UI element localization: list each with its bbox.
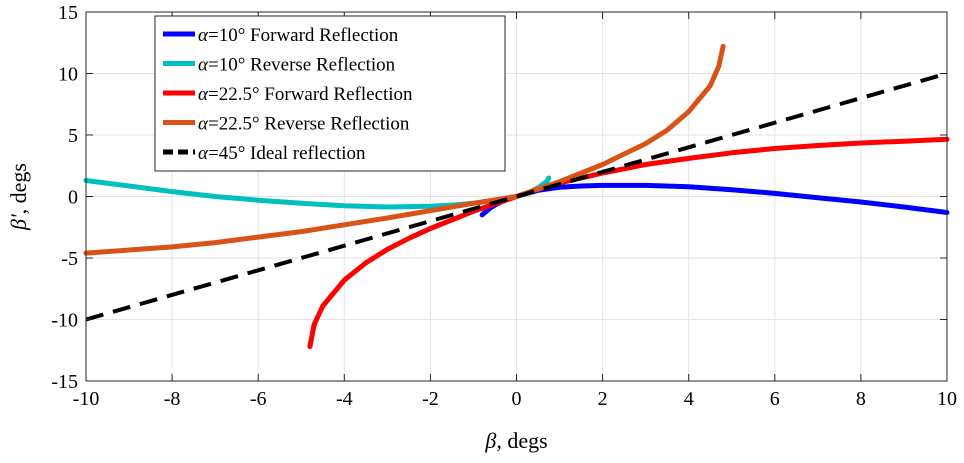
legend-box (154, 15, 506, 172)
y-tick-label: 0 (68, 187, 78, 209)
x-tick-label: -8 (164, 388, 181, 410)
legend-label: α=22.5° Forward Reflection (198, 84, 413, 105)
series-lines (83, 43, 950, 350)
x-tick-label: 6 (770, 388, 780, 410)
x-tick-label: 10 (937, 388, 957, 410)
legend-label: α=10° Reverse Reflection (198, 55, 396, 76)
y-tick-label: -15 (51, 371, 78, 393)
y-tick-label: 15 (58, 2, 78, 24)
series-line-4 (83, 43, 726, 256)
x-tick-label: -4 (336, 388, 353, 410)
y-tick-label: -10 (51, 310, 78, 332)
y-tick-label: 5 (68, 125, 78, 147)
x-tick-label: 0 (512, 388, 522, 410)
series-line-1 (479, 182, 950, 218)
series-line-5 (85, 71, 948, 322)
x-tick-label: 4 (684, 388, 694, 410)
legend-label: α=45° Ideal reflection (198, 143, 366, 164)
x-tick-label: -10 (73, 388, 100, 410)
y-axis-title: β', degs (6, 163, 31, 231)
legend-label: α=22.5° Reverse Reflection (198, 114, 410, 135)
legend: α=10° Forward Reflection α=10° Reverse Re… (154, 15, 506, 172)
x-tick-label: 2 (598, 388, 608, 410)
y-tick-label: 10 (58, 64, 78, 86)
x-axis-title: β, degs (484, 428, 547, 453)
x-tick-label: 8 (856, 388, 866, 410)
y-tick-label: -5 (61, 248, 78, 270)
x-tick-label: -6 (250, 388, 267, 410)
legend-label: α=10° Forward Reflection (198, 25, 399, 46)
x-tick-label: -2 (422, 388, 439, 410)
